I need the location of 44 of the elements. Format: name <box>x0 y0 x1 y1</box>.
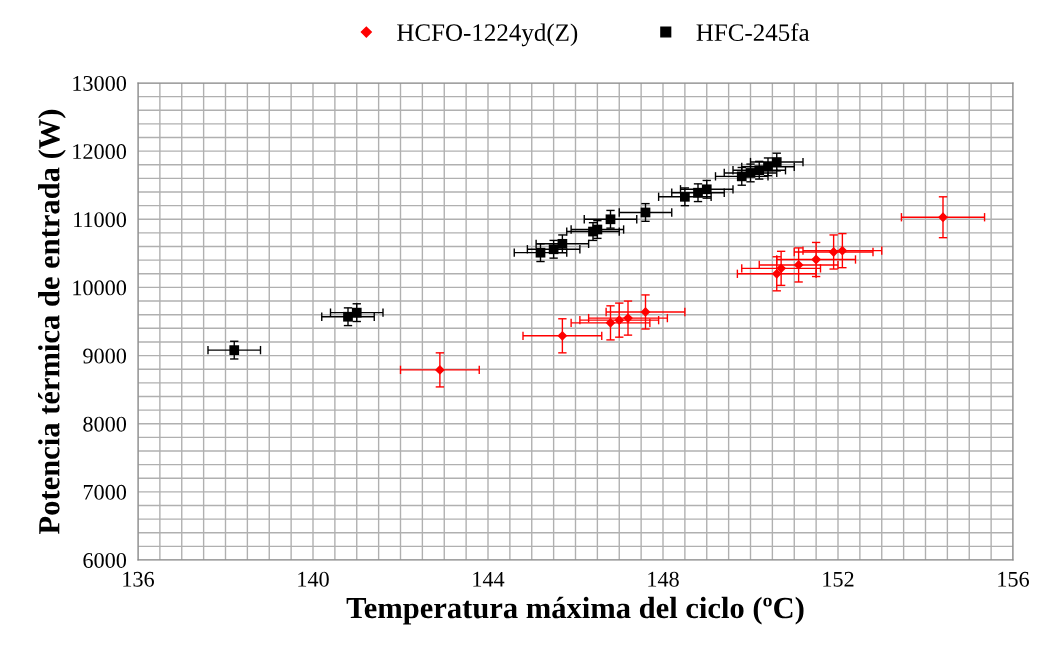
point <box>837 245 848 256</box>
x-tick-label: 152 <box>823 571 854 587</box>
point <box>434 364 445 375</box>
y-tick-label: 6000 <box>83 552 127 568</box>
point <box>736 171 747 182</box>
y-tick-label: 7000 <box>83 484 127 500</box>
point <box>811 254 822 265</box>
point <box>605 214 616 225</box>
y-tick-label: 11000 <box>74 212 127 228</box>
point <box>693 187 703 198</box>
point <box>938 212 948 223</box>
point <box>763 161 773 172</box>
y-tick-label: 13000 <box>73 75 127 91</box>
x-axis-title: Temperatura máxima del ciclo (ºC) <box>346 596 804 625</box>
x-tick-label: 156 <box>998 571 1029 587</box>
point <box>754 165 765 176</box>
point <box>776 263 787 274</box>
point <box>701 184 712 195</box>
point <box>680 191 690 202</box>
point <box>548 244 559 255</box>
x-tick-label: 148 <box>648 571 679 587</box>
y-tick-label: 10000 <box>73 280 127 296</box>
point <box>640 307 651 317</box>
point <box>771 268 782 279</box>
point <box>557 238 568 249</box>
point <box>793 260 804 270</box>
x-tick-label: 136 <box>123 571 154 587</box>
legend-label: HFC-245fa <box>696 23 810 42</box>
point <box>535 247 546 258</box>
point <box>343 311 353 322</box>
point <box>614 315 625 326</box>
legend-label: HCFO-1224yd(Z) <box>397 23 578 47</box>
x-tick-label: 144 <box>473 571 505 587</box>
point <box>351 307 362 318</box>
point <box>828 247 839 257</box>
y-tick-label: 8000 <box>83 416 127 432</box>
y-axis-title: Potencia térmica de entrada (W) <box>38 109 66 534</box>
point <box>229 345 240 355</box>
y-tick-label: 12000 <box>73 144 127 160</box>
y-tick-label: 9000 <box>83 348 127 364</box>
point <box>557 330 568 341</box>
point <box>605 317 616 328</box>
x-tick-label: 140 <box>298 571 329 587</box>
point <box>771 157 782 167</box>
